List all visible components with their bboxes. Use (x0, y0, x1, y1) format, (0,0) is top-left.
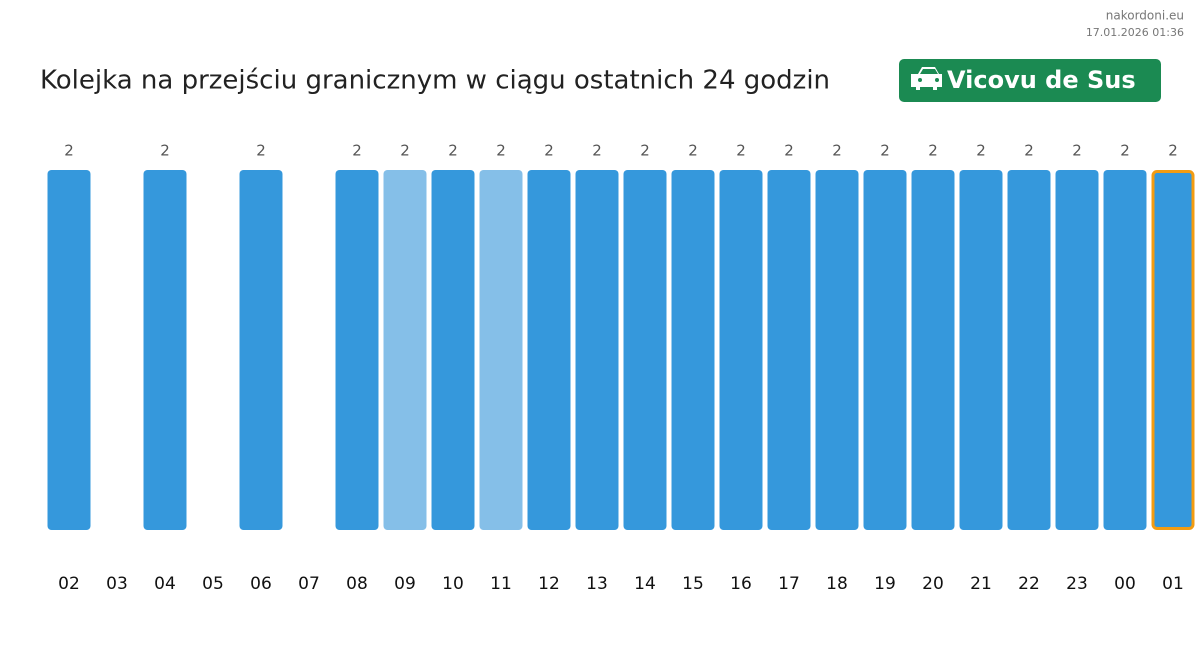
value-label: 2 (160, 142, 170, 160)
value-label: 2 (592, 142, 602, 160)
bar (815, 170, 859, 530)
value-label: 2 (1024, 142, 1034, 160)
bar (383, 170, 427, 530)
x-tick-label: 11 (490, 574, 512, 594)
x-tick-label: 10 (442, 574, 464, 594)
x-tick-label: 15 (682, 574, 704, 594)
value-label: 2 (832, 142, 842, 160)
bar (479, 170, 523, 530)
x-tick-label: 14 (634, 574, 656, 594)
value-label: 2 (64, 142, 74, 160)
bar (623, 170, 667, 530)
badge-label: Vicovu de Sus (947, 66, 1136, 94)
value-label: 2 (496, 142, 506, 160)
bar (527, 170, 571, 530)
x-tick-label: 02 (58, 574, 80, 594)
bar (47, 170, 91, 530)
badge (899, 59, 1161, 102)
value-label: 2 (688, 142, 698, 160)
x-tick-label: 06 (250, 574, 272, 594)
value-label: 2 (784, 142, 794, 160)
value-label: 2 (976, 142, 986, 160)
value-label: 2 (1072, 142, 1082, 160)
bar (767, 170, 811, 530)
x-tick-label: 22 (1018, 574, 1040, 594)
bar (1151, 170, 1195, 530)
value-label: 2 (400, 142, 410, 160)
x-tick-label: 08 (346, 574, 368, 594)
value-label: 2 (448, 142, 458, 160)
bar (911, 170, 955, 530)
x-tick-label: 19 (874, 574, 896, 594)
x-tick-label: 18 (826, 574, 848, 594)
bar (719, 170, 763, 530)
x-tick-label: 21 (970, 574, 992, 594)
bar (575, 170, 619, 530)
x-tick-label: 09 (394, 574, 416, 594)
x-tick-label: 00 (1114, 574, 1136, 594)
x-tick-label: 23 (1066, 574, 1088, 594)
bar (1007, 170, 1051, 530)
chart-title: Kolejka na przejściu granicznym w ciągu … (40, 66, 830, 96)
bar (431, 170, 475, 530)
value-label: 2 (352, 142, 362, 160)
x-tick-label: 07 (298, 574, 320, 594)
bar (863, 170, 907, 530)
value-label: 2 (1120, 142, 1130, 160)
bar (671, 170, 715, 530)
value-label: 2 (256, 142, 266, 160)
value-label: 2 (928, 142, 938, 160)
bar (239, 170, 283, 530)
value-label: 2 (544, 142, 554, 160)
x-tick-label: 17 (778, 574, 800, 594)
bar (335, 170, 379, 530)
bar (959, 170, 1003, 530)
bar (1055, 170, 1099, 530)
x-tick-label: 05 (202, 574, 224, 594)
car-icon (911, 67, 942, 90)
x-tick-label: 16 (730, 574, 752, 594)
x-tick-label: 03 (106, 574, 128, 594)
x-tick-label: 04 (154, 574, 176, 594)
x-tick-label: 01 (1162, 574, 1184, 594)
value-label: 2 (880, 142, 890, 160)
x-tick-label: 12 (538, 574, 560, 594)
bar (143, 170, 187, 530)
timestamp: 17.01.2026 01:36 (1086, 26, 1184, 39)
x-tick-label: 13 (586, 574, 608, 594)
value-label: 2 (640, 142, 650, 160)
bar (1103, 170, 1147, 530)
value-label: 2 (1168, 142, 1178, 160)
value-label: 2 (736, 142, 746, 160)
site-name: nakordoni.eu (1106, 9, 1184, 23)
x-tick-label: 20 (922, 574, 944, 594)
